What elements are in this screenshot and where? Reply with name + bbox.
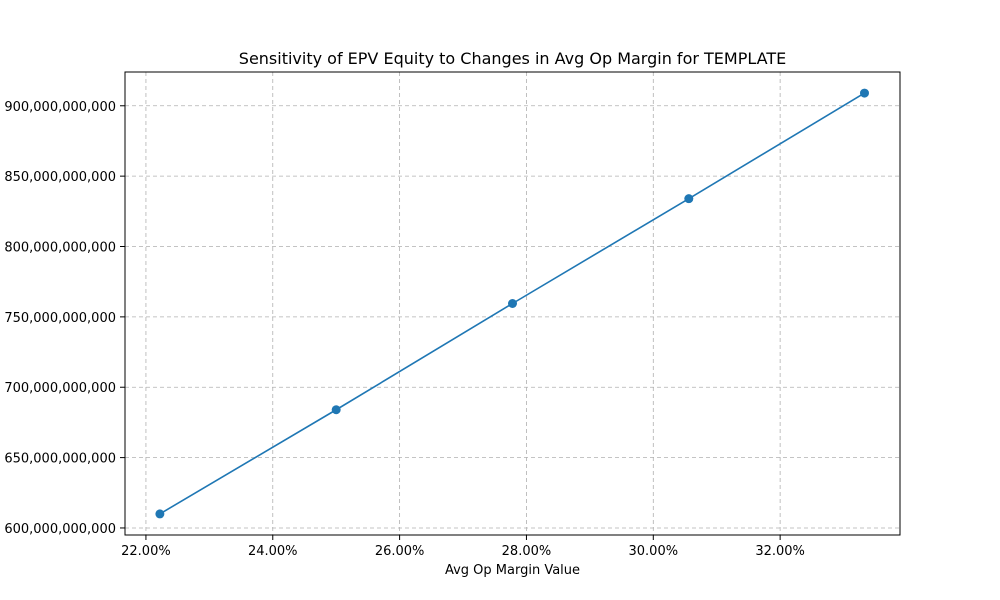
x-axis-label: Avg Op Margin Value — [445, 563, 580, 578]
data-point — [859, 88, 869, 98]
grid-lines — [125, 72, 900, 535]
y-tick-label: 800,000,000,000 — [4, 241, 116, 256]
y-tick-label: 600,000,000,000 — [4, 522, 116, 537]
y-tick-label: 850,000,000,000 — [4, 170, 116, 185]
x-tick-label: 22.00% — [121, 544, 171, 559]
y-tick-label: 900,000,000,000 — [4, 100, 116, 115]
y-tick-label: 700,000,000,000 — [4, 381, 116, 396]
data-point — [684, 194, 694, 204]
data-point — [155, 509, 165, 519]
x-tick-label: 32.00% — [755, 544, 805, 559]
x-tick-label: 26.00% — [375, 544, 425, 559]
y-tick-label: 650,000,000,000 — [4, 452, 116, 467]
y-axis-ticks: 600,000,000,000 650,000,000,000 700,000,00… — [4, 100, 125, 537]
data-point — [508, 299, 517, 308]
data-point — [331, 405, 341, 415]
chart-title: Sensitivity of EPV Equity to Changes in … — [239, 49, 786, 68]
data-points — [155, 88, 869, 519]
x-axis-ticks: 22.00% 24.00% 26.00% 28.00% 30.00% 32.00% — [121, 535, 805, 559]
x-tick-label: 28.00% — [502, 544, 552, 559]
plot-frame — [124, 71, 901, 536]
x-tick-label: 30.00% — [629, 544, 679, 559]
y-tick-label: 750,000,000,000 — [4, 311, 116, 326]
x-tick-label: 24.00% — [248, 544, 298, 559]
